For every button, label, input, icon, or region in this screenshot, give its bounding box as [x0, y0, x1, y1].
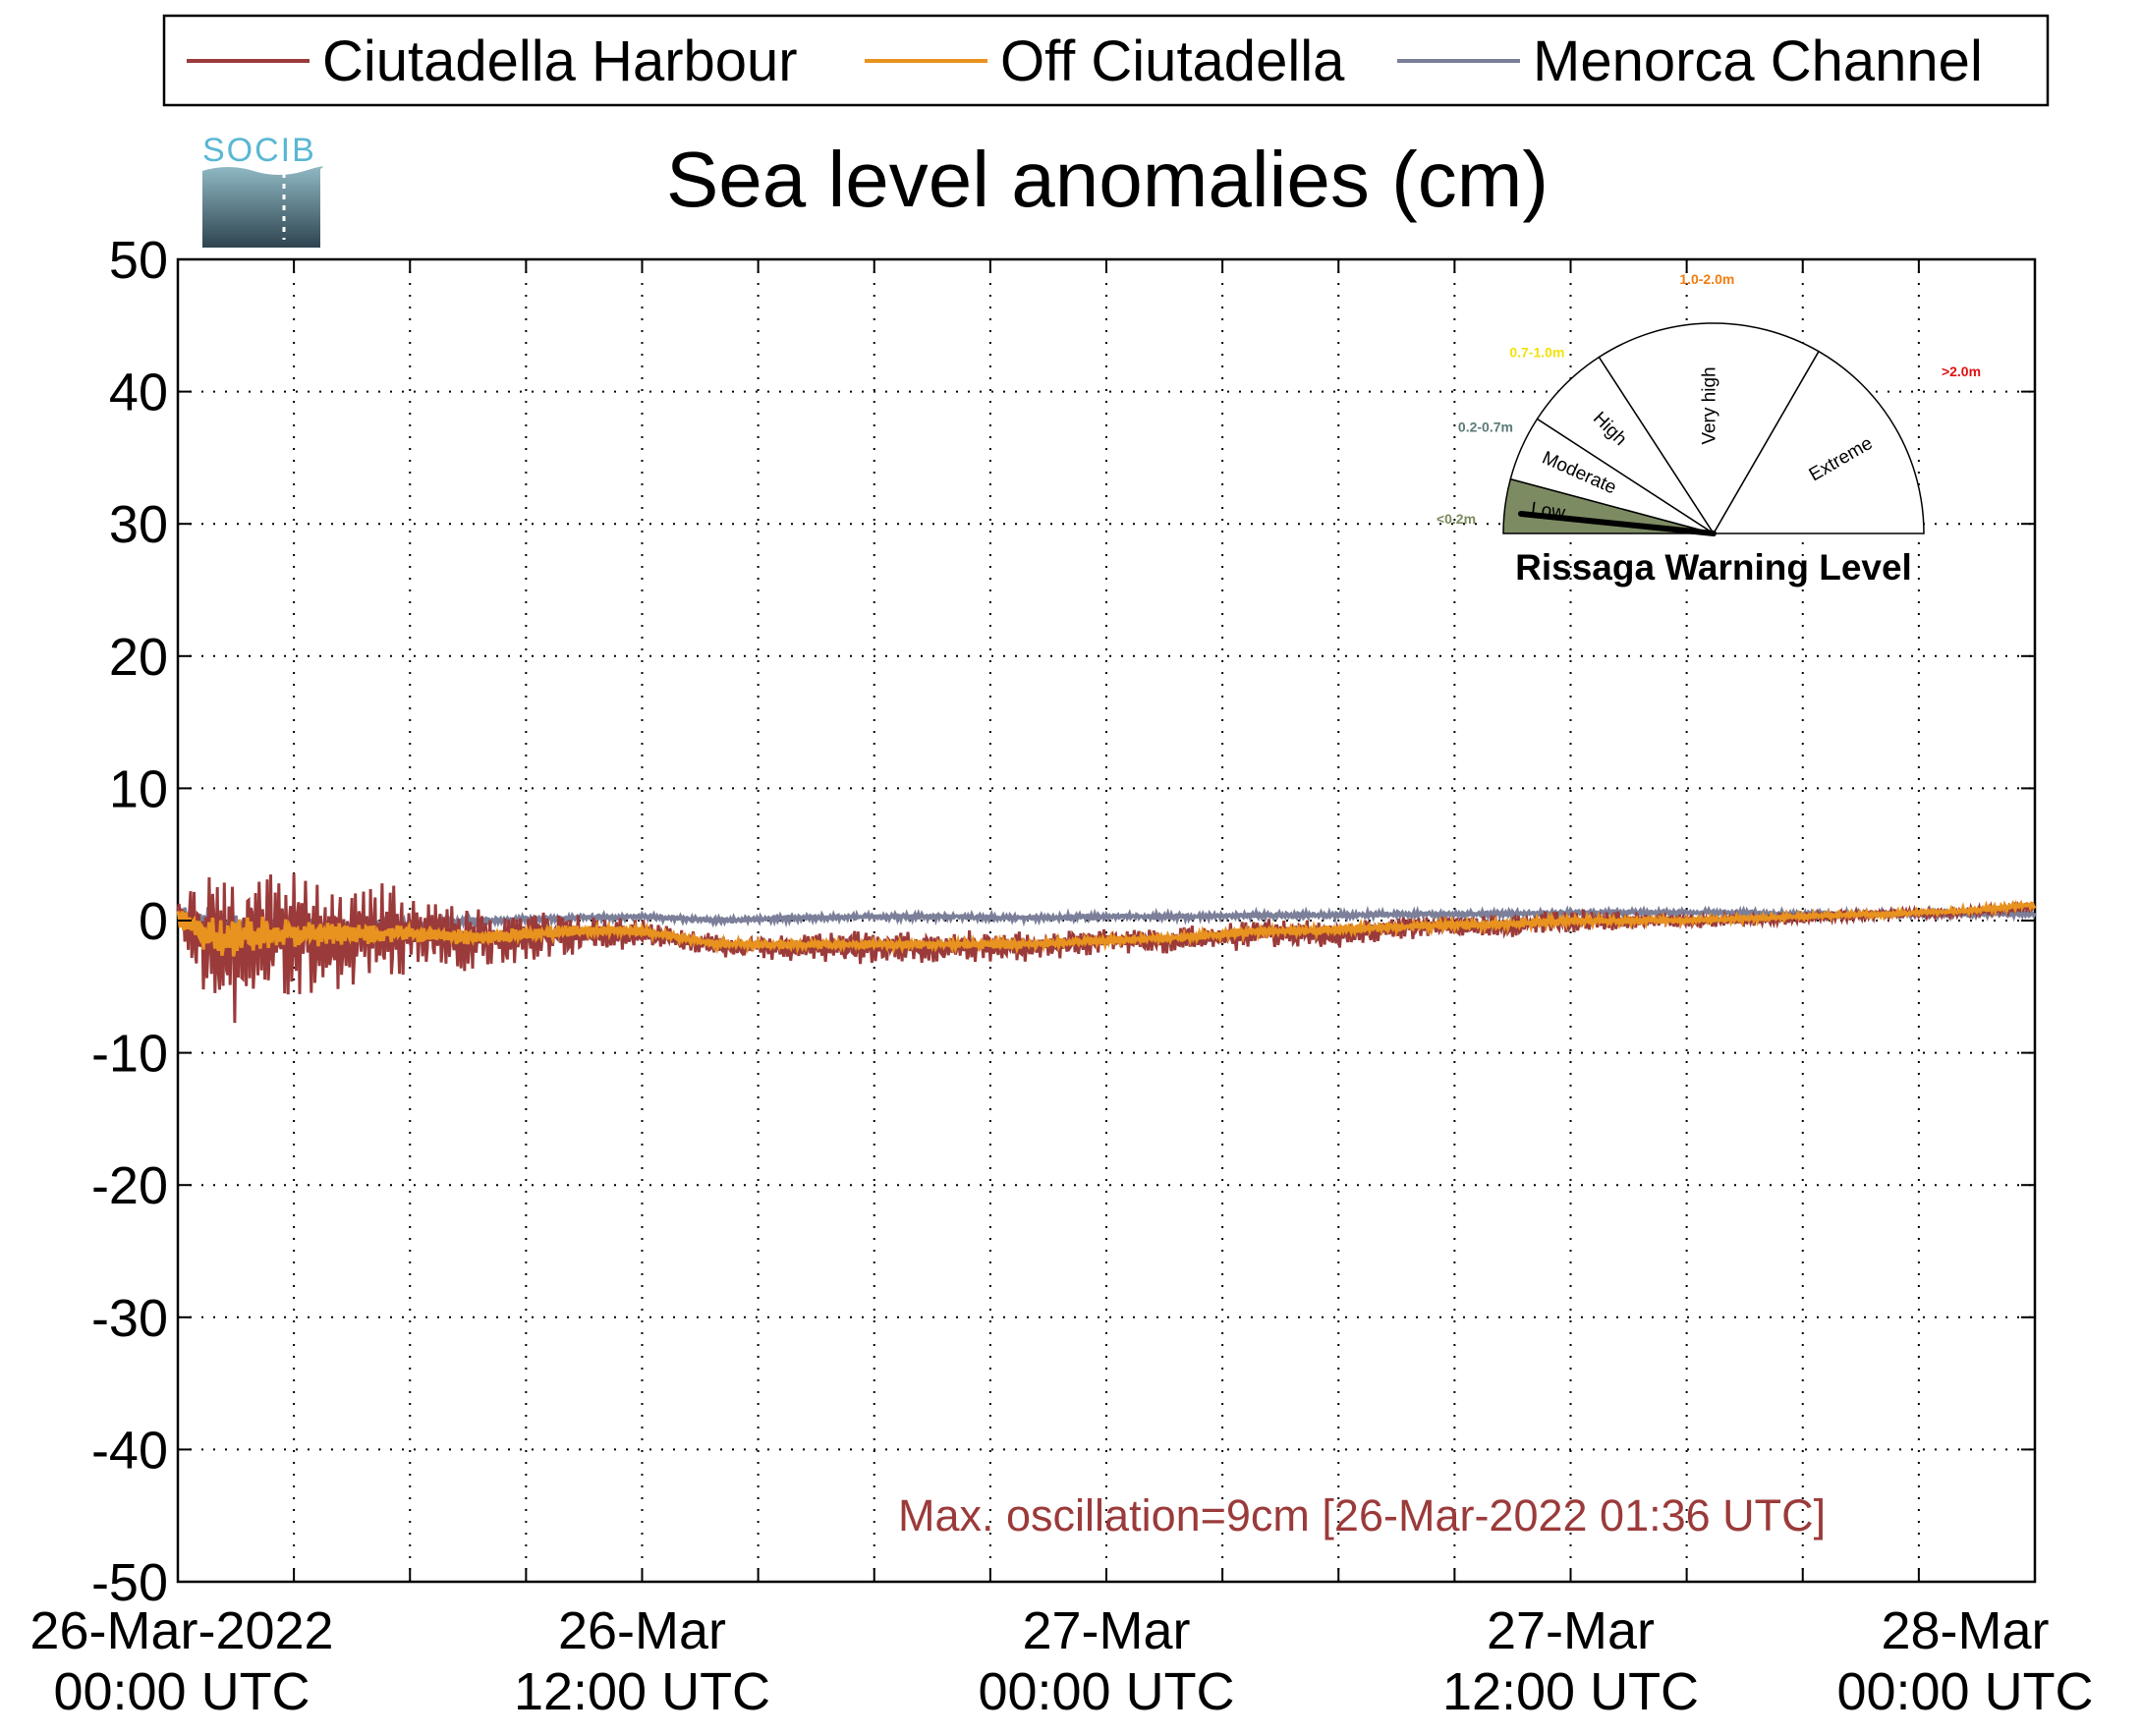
- y-tick-label: -20: [91, 1156, 168, 1215]
- max-oscillation-annotation: Max. oscillation=9cm [26-Mar-2022 01:36 …: [898, 1490, 1826, 1540]
- y-tick-label: -10: [91, 1025, 168, 1084]
- x-tick-label-date: 27-Mar: [1487, 1601, 1655, 1660]
- gauge-title: Rissaga Warning Level: [1515, 547, 1912, 588]
- gauge-range-moderate: 0.2-0.7m: [1458, 420, 1513, 435]
- x-tick-label-date: 26-Mar-2022: [29, 1601, 333, 1660]
- legend-label-off-ciutadella: Off Ciutadella: [1000, 29, 1345, 93]
- legend-label-ciutadella-harbour: Ciutadella Harbour: [322, 29, 798, 93]
- series-line-off-ciutadella: [176, 899, 2037, 957]
- gauge-range-high: 0.7-1.0m: [1509, 344, 1564, 360]
- socib-logo: SOCIB: [202, 132, 323, 248]
- y-tick-label: 30: [109, 495, 168, 554]
- legend-label-menorca-channel: Menorca Channel: [1533, 29, 1983, 93]
- logo-wave: [202, 166, 323, 248]
- series-line-menorca-channel: [176, 905, 2037, 945]
- legend: Ciutadella Harbour Off Ciutadella Menorc…: [162, 14, 2050, 107]
- y-tick-label: -50: [91, 1553, 168, 1612]
- gauge-sector-very-high: [1598, 322, 1821, 535]
- y-tick-label: 40: [109, 364, 168, 422]
- x-tick-label-time: 00:00 UTC: [53, 1662, 310, 1721]
- axis-ticks: [177, 258, 2036, 1583]
- y-tick-label: -30: [91, 1289, 168, 1348]
- gauge-range-extreme: >2.0m: [1942, 364, 1981, 379]
- y-tick-labels: 50 40 30 20 10 0 -10 -20 -30 -40 -50: [91, 231, 168, 1612]
- gauge-sector-extreme: [1712, 350, 1925, 534]
- x-tick-label-date: 27-Mar: [1022, 1601, 1190, 1660]
- x-tick-label-time: 12:00 UTC: [1442, 1662, 1699, 1721]
- x-tick-label-date: 26-Mar: [558, 1601, 726, 1660]
- y-tick-label: 50: [109, 231, 168, 290]
- y-tick-label: 20: [109, 628, 168, 687]
- gauge-label-very-high: Very high: [1700, 366, 1720, 444]
- y-tick-label: 10: [109, 759, 168, 818]
- gauge-needle: [1518, 511, 1717, 536]
- x-tick-label-time: 00:00 UTC: [978, 1662, 1234, 1721]
- legend-box: [162, 14, 2050, 107]
- series-layer: [176, 873, 2037, 1024]
- logo-text: SOCIB: [202, 132, 316, 169]
- x-tick-label-date: 28-Mar: [1881, 1601, 2049, 1660]
- chart-title: Sea level anomalies (cm): [666, 136, 1549, 223]
- gauge-range-low: <0.2m: [1437, 511, 1476, 527]
- y-tick-label: 0: [139, 892, 168, 951]
- gauge-range-very-high: 1.0-2.0m: [1679, 271, 1734, 287]
- x-tick-label-time: 12:00 UTC: [514, 1662, 770, 1721]
- x-tick-label-time: 00:00 UTC: [1836, 1662, 2093, 1721]
- y-tick-label: -40: [91, 1421, 168, 1480]
